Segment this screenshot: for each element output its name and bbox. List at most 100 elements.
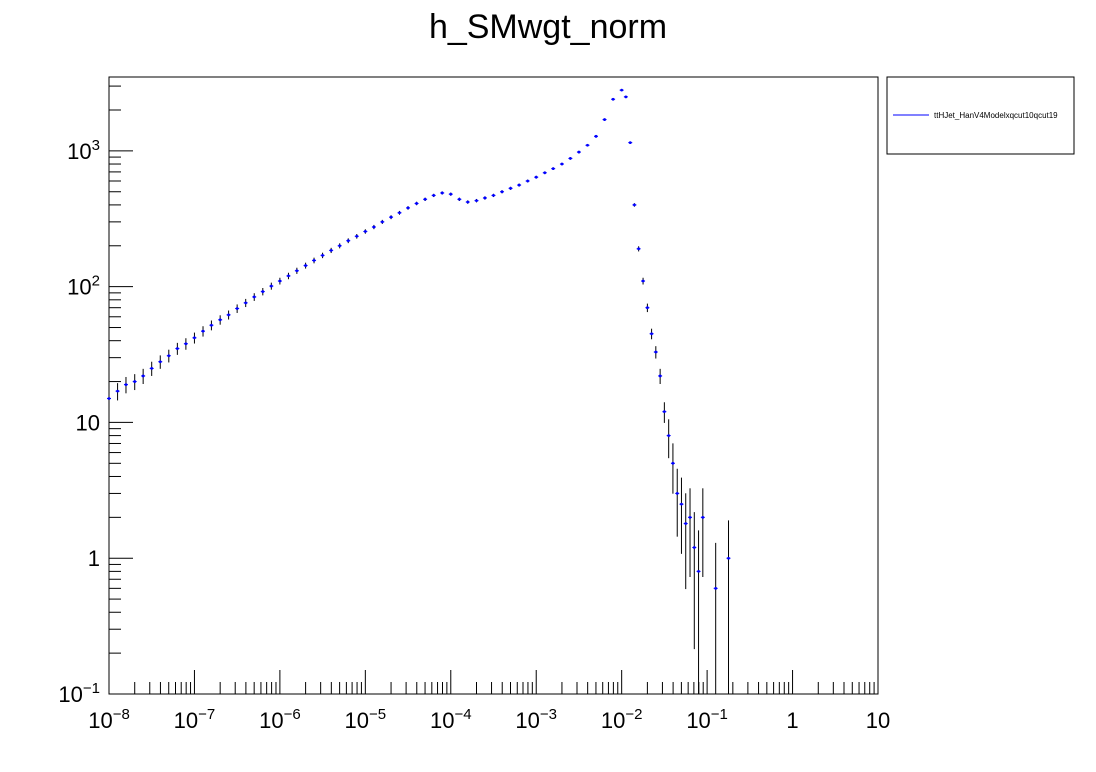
data-point bbox=[637, 247, 641, 251]
y-axis: 10−1 1 10 102 103 bbox=[58, 85, 133, 707]
data-point bbox=[594, 134, 598, 138]
data-point bbox=[252, 295, 256, 299]
data-point bbox=[372, 225, 376, 229]
data-point bbox=[577, 150, 581, 154]
y-tick-label: 10−1 bbox=[58, 680, 100, 707]
data-point bbox=[295, 269, 299, 273]
x-tick-label: 10−6 bbox=[259, 706, 301, 733]
data-point bbox=[517, 183, 521, 187]
data-point bbox=[304, 264, 308, 267]
data-point bbox=[184, 342, 188, 346]
data-point bbox=[551, 167, 555, 171]
data-point bbox=[633, 203, 636, 207]
data-point bbox=[650, 332, 653, 336]
data-point bbox=[329, 248, 333, 252]
data-point bbox=[278, 279, 282, 283]
data-point bbox=[175, 347, 179, 350]
data-point bbox=[624, 95, 628, 99]
x-tick-label: 10 bbox=[866, 708, 890, 733]
data-point bbox=[116, 389, 119, 393]
data-point bbox=[457, 197, 461, 201]
data-point bbox=[500, 190, 504, 194]
data-series bbox=[107, 88, 731, 694]
data-point bbox=[133, 380, 137, 383]
data-point bbox=[124, 383, 128, 386]
data-point bbox=[658, 374, 662, 378]
chart-title: h_SMwgt_norm bbox=[429, 8, 667, 46]
data-point bbox=[423, 197, 427, 201]
data-point bbox=[667, 434, 671, 437]
data-point bbox=[355, 234, 359, 238]
data-point bbox=[107, 397, 111, 400]
x-tick-label: 10−1 bbox=[686, 706, 728, 733]
data-point bbox=[628, 141, 632, 145]
data-point bbox=[492, 193, 495, 197]
data-point bbox=[244, 301, 248, 305]
data-point bbox=[727, 556, 730, 560]
x-tick-label: 10−8 bbox=[88, 706, 130, 733]
y-tick-label: 103 bbox=[67, 137, 100, 164]
data-point bbox=[620, 88, 624, 92]
data-point bbox=[641, 279, 645, 283]
data-point bbox=[389, 215, 393, 219]
data-point bbox=[167, 354, 171, 358]
data-point bbox=[261, 290, 265, 293]
data-point bbox=[363, 230, 367, 233]
data-point bbox=[141, 374, 145, 378]
data-point bbox=[560, 162, 564, 166]
data-point bbox=[158, 360, 162, 364]
data-point bbox=[586, 143, 589, 147]
data-point bbox=[603, 118, 606, 121]
data-point bbox=[475, 199, 478, 203]
x-tick-label: 1 bbox=[786, 708, 798, 733]
data-point bbox=[380, 220, 384, 224]
data-point bbox=[210, 323, 213, 327]
x-tick-label: 10−7 bbox=[174, 706, 216, 733]
data-point bbox=[534, 175, 538, 179]
x-tick-label: 10−5 bbox=[345, 706, 387, 733]
data-point bbox=[150, 367, 154, 370]
data-point bbox=[415, 202, 418, 205]
y-tick-label: 1 bbox=[88, 546, 100, 571]
data-point bbox=[714, 586, 718, 590]
data-point bbox=[398, 211, 401, 215]
x-axis: 10−8 10−7 10−6 10−5 10−4 10−3 10−2 10−1 1 10 bbox=[88, 670, 890, 733]
plot-frame bbox=[108, 76, 879, 695]
x-tick-label: 10−4 bbox=[430, 706, 472, 733]
data-point bbox=[432, 193, 436, 197]
data-point bbox=[483, 196, 487, 200]
data-point bbox=[675, 492, 679, 495]
data-point bbox=[193, 336, 196, 340]
x-tick-label: 10−2 bbox=[601, 706, 643, 733]
data-point bbox=[466, 200, 470, 204]
data-point bbox=[611, 97, 615, 101]
legend: ttHJet_HanV4Modelxqcut10qcut19 bbox=[886, 76, 1075, 155]
data-point bbox=[218, 318, 222, 322]
data-point bbox=[645, 306, 649, 310]
data-point bbox=[654, 350, 658, 354]
data-point bbox=[227, 313, 230, 317]
data-point bbox=[662, 410, 666, 414]
data-point bbox=[526, 179, 530, 183]
data-point bbox=[684, 522, 688, 525]
data-point bbox=[568, 157, 572, 160]
data-point bbox=[201, 329, 205, 333]
data-point bbox=[346, 239, 350, 243]
data-point bbox=[287, 274, 290, 278]
data-point bbox=[701, 515, 705, 519]
data-point bbox=[235, 307, 239, 310]
data-point bbox=[269, 284, 273, 288]
data-point bbox=[312, 259, 316, 262]
data-point bbox=[449, 192, 453, 196]
data-point bbox=[680, 502, 683, 506]
data-point bbox=[671, 461, 675, 465]
data-point bbox=[692, 546, 696, 549]
data-point bbox=[509, 186, 512, 190]
y-tick-label: 10 bbox=[76, 410, 100, 435]
data-point bbox=[338, 244, 342, 248]
data-point bbox=[543, 171, 547, 175]
data-point bbox=[321, 253, 324, 257]
data-point bbox=[688, 515, 692, 519]
data-point bbox=[406, 206, 410, 210]
